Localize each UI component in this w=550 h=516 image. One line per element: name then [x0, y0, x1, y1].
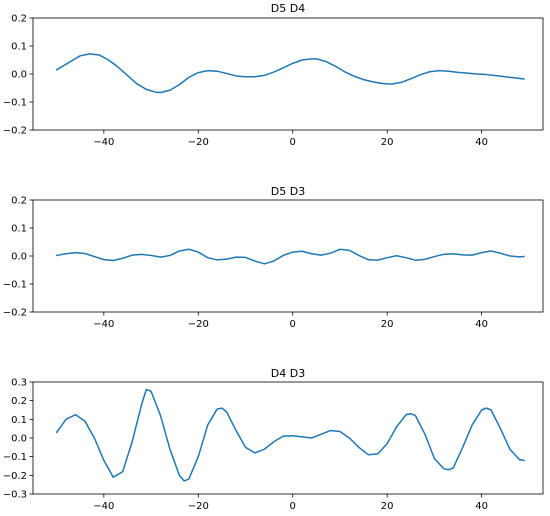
chart-panel-d4-d3: D4 D3 −0.3 −0.2 −0.1 0.0 0.1 0.2 0.3 −40 −20 0 20… — [3, 367, 544, 512]
x-tick-label: −20 — [188, 319, 209, 330]
x-tick-label: 0 — [290, 319, 296, 330]
chart-title: D5 D4 — [271, 2, 305, 15]
y-tick-label: −0.1 — [3, 452, 27, 463]
x-tick-label: 40 — [475, 137, 488, 148]
y-tick-label: 0.1 — [11, 42, 27, 53]
y-tick-label: 0.3 — [11, 378, 27, 389]
chart-title: D4 D3 — [271, 367, 305, 380]
series-line — [55, 388, 525, 482]
y-tick-label: −0.2 — [3, 126, 27, 137]
x-tick-label: −20 — [188, 501, 209, 512]
y-tick-label: 0.1 — [11, 415, 27, 426]
chart-panel-d5-d3: D5 D3 −0.2 −0.1 0.0 0.1 0.2 −40 −20 0 20 40 — [3, 185, 544, 330]
y-tick-label: 0.0 — [11, 70, 27, 81]
chart-panel-d5-d4: D5 D4 −0.2 −0.1 0.0 0.1 0.2 −40 −20 0 20 40 — [3, 2, 544, 148]
y-tick-label: −0.3 — [3, 490, 27, 501]
y-tick-label: 0.0 — [11, 252, 27, 263]
y-tick-label: 0.2 — [11, 14, 27, 25]
x-tick-label: 20 — [381, 501, 394, 512]
x-tick-label: −20 — [188, 137, 209, 148]
y-tick-label: 0.0 — [11, 434, 27, 445]
series-line — [55, 53, 525, 94]
y-tick-label: −0.2 — [3, 471, 27, 482]
x-tick-label: 0 — [290, 501, 296, 512]
x-tick-label: 40 — [475, 319, 488, 330]
chart-title: D5 D3 — [271, 185, 305, 198]
x-tick-label: 20 — [381, 319, 394, 330]
plot-area-frame — [32, 199, 544, 313]
x-tick-label: −40 — [93, 319, 114, 330]
x-tick-label: −40 — [93, 501, 114, 512]
x-tick-label: 40 — [475, 501, 488, 512]
x-tick-label: 0 — [290, 137, 296, 148]
y-tick-label: −0.2 — [3, 308, 27, 319]
x-tick-label: 20 — [381, 137, 394, 148]
plot-area-frame — [32, 17, 544, 131]
y-tick-label: 0.2 — [11, 396, 27, 407]
y-tick-label: 0.2 — [11, 196, 27, 207]
y-tick-label: 0.1 — [11, 224, 27, 235]
series-line — [55, 248, 525, 265]
y-tick-label: −0.1 — [3, 280, 27, 291]
x-tick-label: −40 — [93, 137, 114, 148]
y-tick-label: −0.1 — [3, 98, 27, 109]
